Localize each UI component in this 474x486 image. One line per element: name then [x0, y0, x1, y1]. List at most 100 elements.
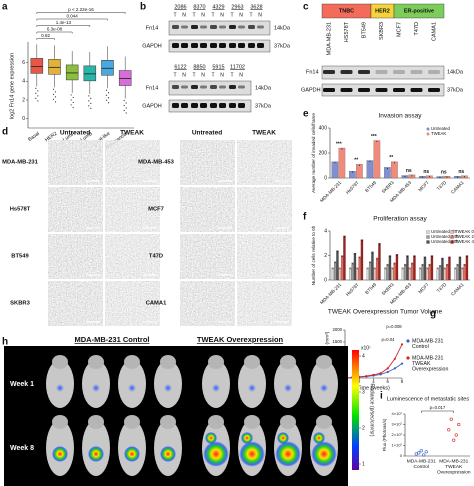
bar: [408, 174, 416, 179]
outlier: [123, 109, 125, 112]
micrograph: [180, 140, 235, 185]
band: [191, 43, 198, 48]
band: [219, 85, 226, 89]
replicate: [409, 268, 411, 270]
band: [358, 88, 370, 92]
bar: [340, 255, 344, 281]
x-tick-label: 6: [387, 379, 390, 384]
normal-label: N: [220, 72, 224, 78]
replicate: [413, 256, 415, 257]
significance: **: [354, 158, 358, 164]
bar: [356, 267, 359, 281]
colorbar-tick: 2: [362, 425, 365, 431]
x-tick-label: 8: [401, 379, 404, 384]
replicate: [448, 257, 450, 259]
outlier: [125, 107, 127, 109]
cell-line-label: MCF7: [148, 207, 164, 213]
band: [257, 43, 264, 48]
legend-label: Overexpression: [412, 366, 448, 372]
band: [238, 85, 245, 89]
replicate: [437, 268, 439, 270]
replicate: [359, 257, 361, 259]
y-tick-label: 6: [22, 60, 25, 66]
bar: [465, 255, 469, 281]
tumor-label: T: [211, 12, 214, 18]
x-tick-label: MDA-MB-231: [439, 458, 468, 464]
group-label: MDA-MB-231 Control: [75, 335, 150, 344]
mouse-head: [244, 415, 260, 429]
bar: [445, 263, 449, 281]
replicate: [376, 258, 378, 260]
outlier: [70, 104, 72, 106]
band: [219, 43, 226, 48]
bar: [436, 267, 439, 281]
y-tick-label: 2: [324, 253, 327, 259]
band: [181, 43, 188, 48]
replicate: [456, 176, 458, 178]
point: [457, 422, 461, 427]
replicate: [463, 176, 465, 178]
legend-label: MDA-MB-231: [412, 338, 444, 344]
replicate: [378, 243, 380, 245]
band: [393, 70, 405, 74]
significance: ***: [336, 141, 342, 147]
point: [393, 367, 396, 370]
y-axis-label: Flux (Photons/s): [382, 418, 387, 451]
mouse-head: [316, 355, 332, 369]
cell-line-label: BT549: [11, 254, 29, 260]
x-tick-label: BT549: [364, 180, 377, 193]
band: [200, 43, 207, 48]
x-tick-label: Overexpression: [437, 469, 471, 475]
point: [454, 433, 458, 437]
band: [191, 25, 198, 29]
legend-swatch: [450, 240, 454, 244]
replicate: [404, 264, 406, 266]
condition-label: Untreated: [192, 130, 222, 137]
bar: [419, 267, 422, 281]
band: [410, 88, 423, 92]
replicate: [376, 141, 378, 142]
annotation: p=0.008: [386, 324, 402, 329]
signal: [277, 432, 289, 444]
micrograph: [105, 187, 160, 232]
bar: [338, 267, 341, 281]
band: [181, 85, 188, 89]
replicate: [422, 264, 424, 266]
protein-label: Fn14: [306, 69, 319, 75]
bar: [441, 257, 444, 281]
band: [191, 85, 198, 89]
outlier: [107, 97, 110, 99]
band: [410, 70, 423, 74]
point: [400, 343, 404, 346]
replicate: [389, 256, 391, 257]
cell-line-label: MDA-MB-453: [138, 160, 175, 166]
micrograph: [180, 234, 235, 279]
signal: [160, 446, 176, 462]
outlier: [37, 100, 39, 102]
y-tick-label: 1500: [332, 339, 342, 344]
mouse-head: [208, 355, 224, 369]
band: [229, 43, 236, 48]
tumor-label: T: [192, 12, 195, 18]
point: [365, 374, 368, 378]
bracket: [36, 18, 108, 21]
bar: [403, 263, 407, 281]
size-label: 14kDa: [274, 25, 291, 31]
replicate: [391, 268, 393, 270]
sample-id: 5915: [212, 64, 224, 70]
replicate: [464, 264, 466, 266]
sample-id: 3628: [250, 4, 262, 10]
micrograph: [105, 234, 160, 279]
signal: [248, 384, 256, 392]
replicate: [411, 175, 413, 177]
bar: [368, 261, 372, 281]
mouse-head: [160, 415, 176, 429]
signal: [320, 384, 328, 392]
cell-line-label: MCF7: [396, 22, 402, 37]
bar: [391, 161, 398, 179]
bar: [458, 256, 462, 281]
p-value: 0.044: [67, 14, 79, 19]
point: [422, 453, 426, 457]
band: [238, 103, 245, 108]
box: [30, 58, 44, 74]
